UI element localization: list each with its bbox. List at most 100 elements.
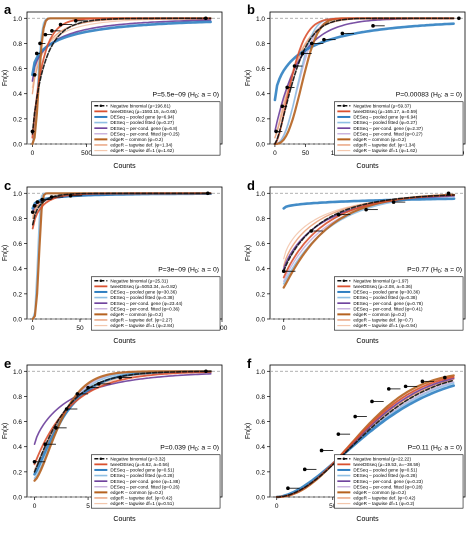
legend-entry-tagdef: edgeR – tagwise def. (φ=0.42) [110,496,173,501]
legend-entry-nb: Negative binomial (μ=1.97) [353,278,409,283]
ecdf-point [68,194,73,198]
legend-entry-per: DESeq – per-cond. gene (φ=0.23) [353,479,423,484]
y-tick-label: 0.2 [256,469,265,476]
ecdf-point [322,37,326,42]
ecdf-point [54,426,58,430]
ecdf-point [309,229,313,233]
legend-entry-poolfit: DESeq – pooled fitted (φ=0.38) [110,295,174,300]
series-line-tagdf1 [31,18,212,88]
panel-c: c0.00.20.40.60.81.0050100150200CountsFn(… [2,178,228,345]
ecdf-point [30,129,35,134]
ecdf-point [43,442,48,447]
ecdf-point [73,19,78,23]
y-tick-label: 0.6 [13,66,22,73]
p-value-subscript: 0 [438,269,441,275]
series-line-tagdef [31,17,212,95]
ecdf-point [40,197,44,202]
p-value-text: P=0.11 (H0: a = 0) [408,444,462,453]
y-axis-label: Fn(x) [245,245,252,261]
y-tick-label: 1.0 [13,369,22,376]
y-axis-label: Fn(x) [2,245,9,261]
p-value-main: P=0.11 (H [408,444,438,451]
legend-entry-tagdef: edgeR – tagwise def. (φ=0.7) [353,318,413,323]
x-tick-label: 0 [275,503,279,510]
legend-entry-poolfit: DESeq – pooled fitted (φ=0.27) [110,120,174,125]
ecdf-point [336,432,341,436]
x-tick-label: 50 [76,325,84,332]
p-value-text: P=0.00083 (H0: a = 0) [396,91,462,100]
y-tick-label: 1.0 [13,16,22,23]
ecdf-point [58,22,63,27]
y-tick-label: 0.4 [256,266,265,273]
y-tick-label: 1.0 [256,369,265,376]
series-line-tw [31,192,212,230]
legend-entry-poolfit: DESeq – pooled fitted (φ=0.38) [353,295,417,300]
ecdf-point [281,269,286,274]
ecdf-point [75,392,80,396]
legend-box [91,276,221,331]
legend-entry-perfit: DESeq – per-cond. fitted (φ=0.41) [353,306,423,311]
p-value-subscript: 0 [195,447,198,453]
ecdf-point [371,24,375,28]
legend-entry-tagdf1: edgeR – tagwise df=1 (φ=0.94) [353,323,417,328]
legend: Negative binomial (μ=59.37)tweeDEseq (μ=… [334,101,464,156]
ecdf-point [32,460,37,464]
p-value-tail: : a = 0) [441,444,462,451]
ecdf-point [319,448,324,453]
y-tick-label: 0.0 [13,317,22,324]
legend-entry-common: edgeR – common (φ=0.2) [353,312,406,317]
ecdf-point [364,207,368,212]
x-tick-label: 5 [86,503,90,510]
panel-letter: b [247,2,255,17]
ecdf-point [443,375,447,380]
p-value-subscript: 0 [195,94,198,100]
ecdf-point [286,486,290,491]
series-line-nb [31,17,212,135]
legend-entry-nb: Negative binomial (μ=22.22) [353,456,411,461]
legend-entry-pool: DESeq – pooled gene (φ=30.36) [353,290,420,295]
ecdf-point [32,73,37,77]
panel-b: b0.00.20.40.60.81.0050100150200250300Cou… [245,2,466,170]
series-line-nb [275,379,455,498]
y-tick-label: 0.0 [256,317,265,324]
y-tick-label: 0.6 [256,241,265,248]
ecdf-point [35,200,40,204]
legend-entry-tagdf1: edgeR – tagwise df=1 (φ=0.2) [353,501,414,506]
y-tick-label: 0.8 [13,216,22,223]
ecdf-point [206,191,210,196]
y-tick-label: 0.2 [13,291,22,298]
legend: Negative binomial (μ=22.22)tweeDEseq (μ=… [334,454,464,509]
p-value-main: P=3e−09 (H [158,266,195,273]
legend-entry-tagdf1: edgeR – tagwise df=1 (φ=1.62) [353,148,417,153]
x-axis-label: Counts [113,338,136,345]
y-tick-label: 0.8 [13,41,22,48]
legend-entry-pool: DESeq – pooled gene (φ=6.94) [353,115,417,120]
legend-entry-tagdf1: edgeR – tagwise df=1 (φ=2.84) [110,323,174,328]
y-tick-label: 1.0 [256,191,265,198]
p-value-main: P=5.5e−09 (H [153,91,195,98]
series-line-nb [31,192,212,226]
legend-entry-tw: tweeDEseq (μ=6.62, a=0.56) [110,462,169,467]
legend-entry-poolfit: DESeq – pooled fitted (φ=0.28) [110,473,174,478]
y-tick-label: 0.6 [256,66,265,73]
legend-dot [342,457,346,461]
legend-entry-nb: Negative binomial (μ=3.32) [110,456,166,461]
ecdf-point [203,16,208,21]
panel-f: f0.00.20.40.60.81.0050100150CountsFn(x)P… [245,356,466,523]
ecdf-point [353,414,357,419]
p-value-main: P=0.039 (H [160,444,195,451]
y-tick-label: 0.4 [13,266,22,273]
p-value-subscript: 0 [438,94,441,100]
legend-entry-common: edgeR – common (φ=0.2) [110,312,163,317]
p-value-tail: : a = 0) [198,91,219,98]
y-axis-label: Fn(x) [245,70,252,86]
x-axis-label: Counts [113,163,136,170]
legend-entry-tw: tweeDEseq (μ=19.53, a=−38.59) [353,462,420,467]
y-tick-label: 0.4 [256,444,265,451]
legend-dot [342,104,346,108]
legend-box [334,276,464,331]
legend-entry-nb: Negative binomial (μ=59.37) [353,103,411,108]
legend-entry-per: DESeq – per-cond. gene (φ=0.78) [353,301,423,306]
ecdf-point [302,467,307,472]
legend-entry-tagdf1: edgeR – tagwise df=1 (φ=0.51) [110,501,174,506]
